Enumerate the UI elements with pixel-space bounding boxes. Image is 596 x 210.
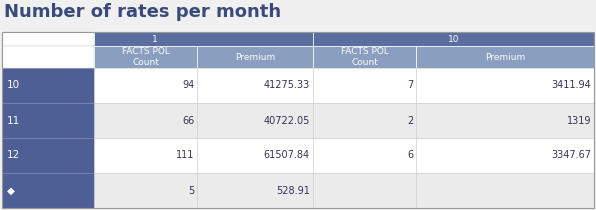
Text: 3411.94: 3411.94 [551, 80, 591, 91]
Text: 61507.84: 61507.84 [263, 151, 310, 160]
Bar [313, 173, 417, 208]
Text: ◆: ◆ [7, 185, 15, 196]
Text: 1319: 1319 [567, 116, 591, 126]
Text: 11: 11 [7, 116, 20, 126]
Bar [94, 173, 197, 208]
Bar [94, 68, 197, 103]
Bar [2, 173, 94, 208]
Text: 2: 2 [407, 116, 414, 126]
Bar [197, 103, 313, 138]
Bar [94, 138, 197, 173]
Text: Premium: Premium [235, 52, 275, 62]
Bar [313, 46, 417, 68]
Text: 5: 5 [188, 185, 194, 196]
Text: 3347.67: 3347.67 [551, 151, 591, 160]
Bar [2, 138, 94, 173]
Text: FACTS POL
Count: FACTS POL Count [122, 47, 169, 67]
Text: 12: 12 [7, 151, 20, 160]
Bar [94, 103, 197, 138]
Bar [417, 46, 594, 68]
Bar [417, 173, 594, 208]
Bar [313, 138, 417, 173]
Text: Number of rates per month: Number of rates per month [4, 3, 281, 21]
Bar [2, 103, 94, 138]
Text: 111: 111 [176, 151, 194, 160]
Text: 10: 10 [448, 34, 459, 43]
Bar [2, 68, 94, 103]
Bar [2, 32, 594, 208]
Text: 1: 1 [152, 34, 158, 43]
Bar [94, 32, 313, 46]
Bar [2, 46, 94, 68]
Bar [2, 32, 94, 46]
Bar [197, 138, 313, 173]
Text: 94: 94 [182, 80, 194, 91]
Bar [313, 32, 594, 46]
Text: FACTS POL
Count: FACTS POL Count [341, 47, 389, 67]
Bar [313, 103, 417, 138]
Text: 6: 6 [407, 151, 414, 160]
Text: 41275.33: 41275.33 [263, 80, 310, 91]
Bar [197, 68, 313, 103]
Text: 40722.05: 40722.05 [263, 116, 310, 126]
Text: 66: 66 [182, 116, 194, 126]
Text: Premium: Premium [485, 52, 525, 62]
Bar [417, 138, 594, 173]
Bar [94, 46, 197, 68]
Bar [197, 173, 313, 208]
Bar [197, 46, 313, 68]
Bar [417, 68, 594, 103]
Text: 10: 10 [7, 80, 20, 91]
Bar [417, 103, 594, 138]
Text: 528.91: 528.91 [276, 185, 310, 196]
Bar [313, 68, 417, 103]
Text: 7: 7 [407, 80, 414, 91]
